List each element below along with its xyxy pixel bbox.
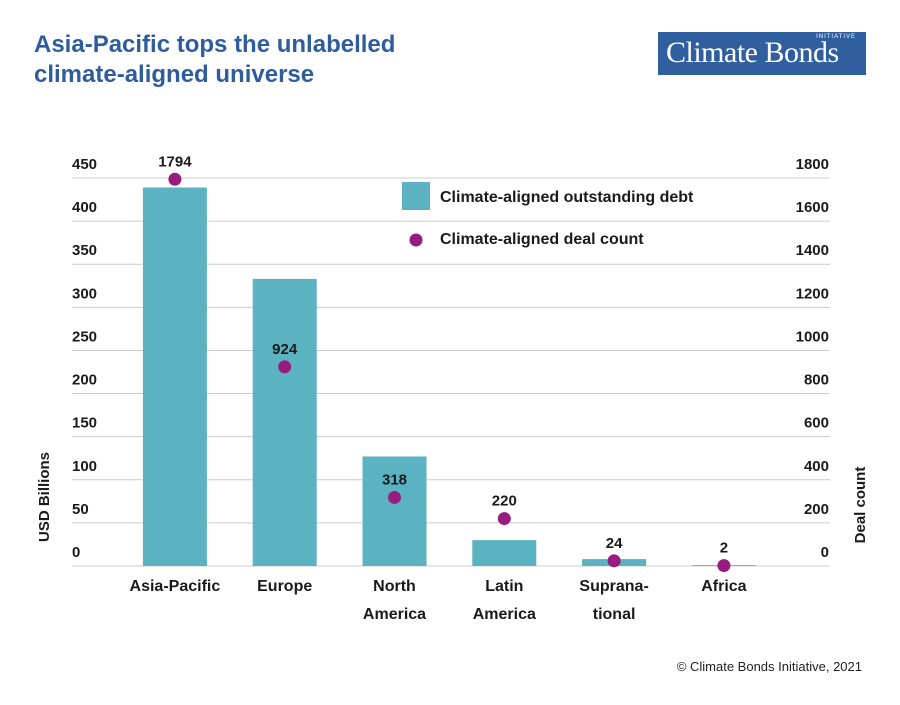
deal-count-dot bbox=[388, 490, 401, 504]
x-category-label: Suprana- bbox=[579, 578, 648, 595]
deal-count-label: 1794 bbox=[158, 153, 192, 170]
deal-count-label: 24 bbox=[606, 535, 623, 552]
debt-bar bbox=[472, 540, 537, 566]
y-right-tick-label: 0 bbox=[821, 544, 829, 561]
deal-count-dot bbox=[717, 559, 731, 573]
y-right-tick-label: 1600 bbox=[796, 199, 829, 216]
legend-swatch-deal-count bbox=[409, 233, 423, 247]
x-category-label: America bbox=[473, 606, 536, 623]
y-left-tick-label: 250 bbox=[72, 328, 97, 345]
chart-title: Asia-Pacific tops the unlabelled climate… bbox=[34, 30, 395, 90]
y-left-tick-label: 450 bbox=[72, 156, 97, 173]
y-right-tick-label: 400 bbox=[804, 458, 829, 475]
chart-title-line-1: Asia-Pacific tops the unlabelled bbox=[34, 31, 396, 58]
y-right-axis-label: Deal count bbox=[852, 467, 869, 544]
deal-count-label: 2 bbox=[720, 540, 728, 557]
legend-swatch-debt bbox=[402, 182, 430, 210]
deal-count-dot bbox=[278, 360, 292, 374]
x-category-label: tional bbox=[593, 606, 636, 623]
y-right-tick-label: 600 bbox=[804, 415, 829, 432]
x-category-label: Africa bbox=[701, 578, 746, 595]
y-left-tick-label: 150 bbox=[72, 415, 97, 432]
deal-count-dot bbox=[168, 172, 182, 186]
copyright-footer: © Climate Bonds Initiative, 2021 bbox=[676, 659, 862, 674]
x-category-label: Europe bbox=[257, 578, 312, 595]
x-category-label: Latin bbox=[485, 578, 523, 595]
chart-title-line-2: climate-aligned universe bbox=[34, 61, 315, 88]
y-left-tick-label: 400 bbox=[72, 199, 97, 216]
debt-bar bbox=[252, 278, 317, 566]
y-right-tick-label: 1000 bbox=[796, 328, 829, 345]
legend-label-deal-count: Climate-aligned deal count bbox=[440, 231, 644, 248]
climate-bonds-logo: INITIATIVE Climate Bonds bbox=[658, 32, 866, 75]
y-left-tick-label: 200 bbox=[72, 372, 97, 389]
deal-count-dot bbox=[497, 512, 511, 526]
y-left-tick-label: 350 bbox=[72, 242, 97, 259]
debt-bar bbox=[142, 187, 207, 567]
logo-subtext: INITIATIVE bbox=[816, 34, 856, 40]
y-right-tick-label: 800 bbox=[804, 372, 829, 389]
deal-count-label: 924 bbox=[272, 341, 298, 358]
y-left-tick-label: 100 bbox=[72, 458, 97, 475]
y-right-tick-label: 1200 bbox=[796, 285, 829, 302]
logo-text: Climate Bonds bbox=[666, 36, 839, 69]
y-left-tick-label: 0 bbox=[72, 544, 80, 561]
x-category-label: Asia-Pacific bbox=[130, 578, 221, 595]
x-category-label: America bbox=[363, 606, 426, 623]
y-right-tick-label: 1400 bbox=[796, 242, 829, 259]
y-right-tick-label: 200 bbox=[804, 501, 829, 518]
deal-count-label: 318 bbox=[382, 471, 407, 488]
y-left-axis-label: USD Billions bbox=[36, 452, 53, 542]
y-left-tick-label: 50 bbox=[72, 501, 89, 518]
legend-label-debt: Climate-aligned outstanding debt bbox=[440, 189, 694, 206]
debt-bar bbox=[362, 456, 427, 566]
y-left-tick-label: 300 bbox=[72, 285, 97, 302]
y-right-tick-label: 1800 bbox=[796, 156, 829, 173]
x-category-label: North bbox=[373, 578, 416, 595]
deal-count-dot bbox=[607, 554, 621, 568]
deal-count-label: 220 bbox=[492, 493, 517, 510]
